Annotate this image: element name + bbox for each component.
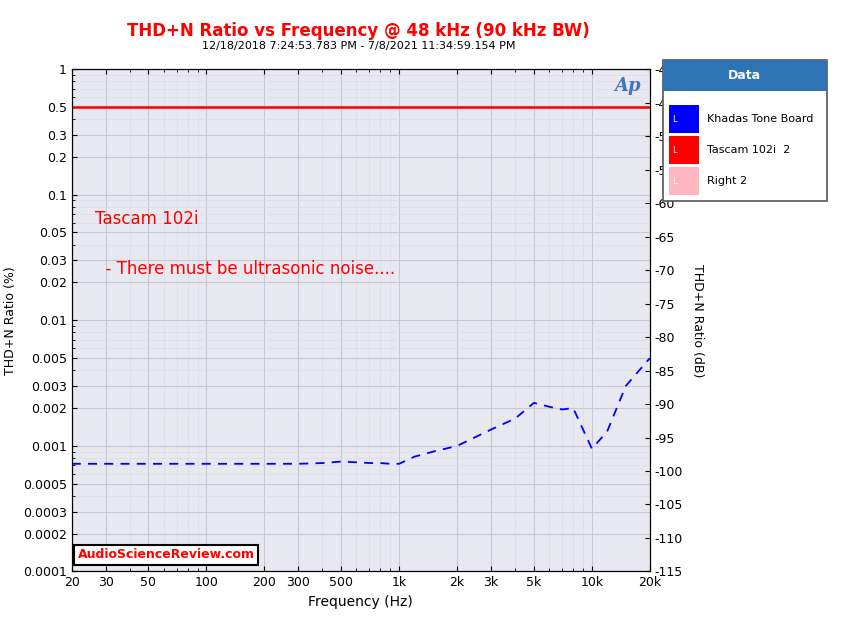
Text: 12/18/2018 7:24:53.783 PM - 7/8/2021 11:34:59.154 PM: 12/18/2018 7:24:53.783 PM - 7/8/2021 11:…	[202, 41, 516, 51]
Text: Data: Data	[728, 68, 761, 82]
Bar	[663, 60, 827, 90]
Y-axis label: THD+N Ratio (dB): THD+N Ratio (dB)	[691, 264, 704, 377]
Text: L: L	[673, 176, 677, 186]
Text: AudioScienceReview.com: AudioScienceReview.com	[78, 548, 255, 561]
Bar	[669, 167, 699, 195]
Text: Right 2: Right 2	[707, 176, 747, 186]
Text: Ap: Ap	[614, 77, 641, 95]
Text: THD+N Ratio vs Frequency @ 48 kHz (90 kHz BW): THD+N Ratio vs Frequency @ 48 kHz (90 kH…	[127, 22, 590, 40]
Text: Khadas Tone Board: Khadas Tone Board	[707, 114, 814, 124]
Text: L: L	[673, 146, 677, 154]
Text: Tascam 102i  2: Tascam 102i 2	[707, 145, 790, 155]
Bar	[669, 105, 699, 133]
Text: L: L	[673, 114, 677, 124]
Text: Tascam 102i: Tascam 102i	[95, 210, 198, 228]
Y-axis label: THD+N Ratio (%): THD+N Ratio (%)	[4, 266, 18, 375]
X-axis label: Frequency (Hz): Frequency (Hz)	[308, 595, 414, 609]
Text: - There must be ultrasonic noise....: - There must be ultrasonic noise....	[95, 260, 395, 278]
Bar	[669, 136, 699, 164]
